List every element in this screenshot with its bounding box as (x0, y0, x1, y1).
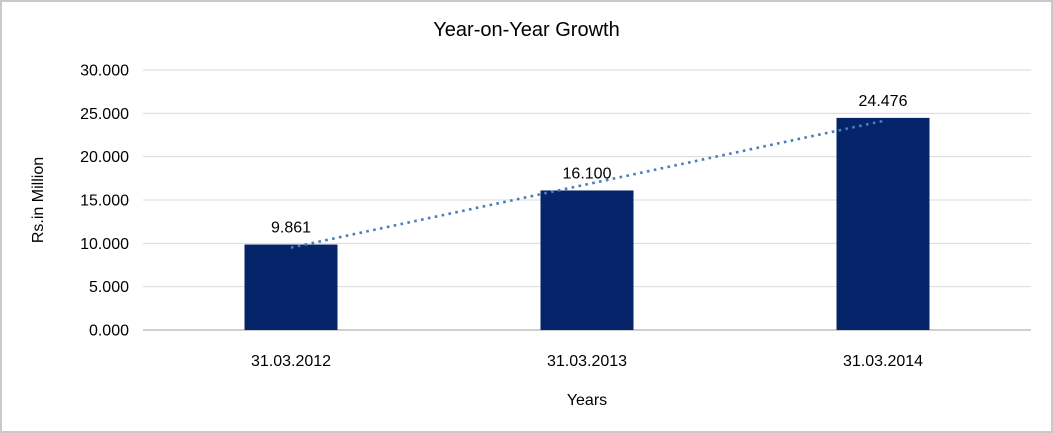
x-tick-label: 31.03.2013 (547, 353, 627, 370)
bar (244, 244, 338, 330)
bar (836, 117, 930, 330)
x-tick-label: 31.03.2014 (843, 353, 923, 370)
y-tick-label: 15.000 (80, 193, 129, 210)
y-tick-label: 5.000 (89, 279, 129, 296)
x-tick-label: 31.03.2012 (251, 353, 331, 370)
bar-value-label: 24.476 (859, 93, 908, 110)
y-tick-label: 25.000 (80, 106, 129, 123)
bar-value-label: 16.100 (563, 165, 612, 182)
y-tick-label: 20.000 (80, 149, 129, 166)
trendline (290, 119, 884, 249)
y-tick-label: 30.000 (80, 63, 129, 80)
bar (540, 190, 634, 330)
chart-title: Year-on-Year Growth (433, 19, 620, 41)
x-axis-title: Years (566, 392, 608, 409)
bar-value-label: 9.861 (271, 220, 311, 237)
y-tick-label: 0.000 (89, 323, 129, 340)
y-tick-label: 10.000 (80, 236, 129, 253)
